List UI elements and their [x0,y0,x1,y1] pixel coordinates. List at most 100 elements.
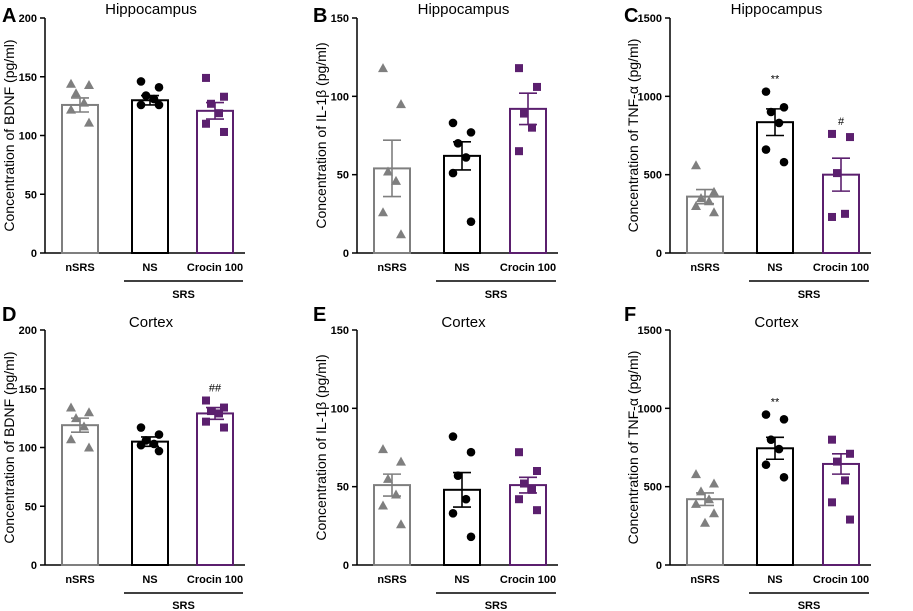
data-point-circle [466,447,476,457]
data-point-triangle [696,193,706,203]
data-point-square [828,435,836,444]
panel-title: Hippocampus [418,1,510,18]
data-point-triangle [383,473,393,483]
data-point-triangle [71,88,81,98]
y-tick-label: 200 [19,325,37,337]
data-point-triangle [396,519,406,529]
data-point-triangle [84,79,94,89]
y-tick-label: 100 [19,131,37,143]
y-tick-label: 1500 [638,325,662,337]
significance-mark: # [838,116,845,128]
data-point-square [828,498,836,507]
data-point-triangle [79,421,89,431]
data-point-circle [154,83,164,92]
data-point-triangle [691,498,701,508]
x-tick-label: NS [767,574,782,586]
panel-letter: F [624,304,636,326]
bar-nsrs [61,103,99,254]
data-point-square [520,109,528,118]
data-point-circle [766,107,776,117]
data-point-circle [466,128,476,137]
data-point-triangle [71,413,81,423]
data-point-circle [149,94,159,104]
panel-letter: E [313,304,326,326]
data-point-circle [448,509,458,518]
y-tick-label: 500 [644,170,662,182]
data-point-square [515,147,523,156]
data-point-circle [461,153,471,162]
data-point-triangle [66,78,76,88]
x-tick-label: nSRS [65,574,94,586]
data-point-triangle [84,407,94,417]
data-point-circle [761,410,771,419]
data-point-circle [466,217,476,226]
data-point-square [220,423,228,432]
data-point-square [828,212,836,221]
data-point-circle [461,494,471,504]
x-tick-label: NS [142,262,157,274]
data-point-square [220,403,228,412]
srs-group-label: SRS [798,289,821,301]
data-point-triangle [378,63,388,73]
panel-title: Hippocampus [105,1,197,18]
bar-ns [756,121,794,254]
panel-d: D Cortex Concentration of BDNF (pg/ml) 0 50 1… [1,304,245,611]
x-tick-label: Crocin 100 [813,574,869,586]
y-tick-label: 200 [19,13,37,25]
y-tick-label: 50 [337,482,349,494]
data-point-circle [136,423,146,432]
y-axis-label: Concentration of BDNF (pg/ml) [1,351,17,543]
y-tick-label: 50 [25,189,37,201]
x-tick-label: Crocin 100 [813,262,869,274]
bar-crocin-100 [196,412,234,566]
srs-group-label: SRS [172,289,195,301]
data-point-triangle [696,486,706,496]
bar-ns [131,99,169,254]
y-axis-label: Concentration of TNF-α (pg/ml) [625,39,641,233]
data-point-circle [136,100,146,110]
data-point-square [220,92,228,101]
significance-mark: ** [771,74,780,86]
data-point-circle [448,168,458,178]
x-tick-label: NS [767,262,782,274]
data-point-circle [136,440,146,450]
y-tick-label: 1000 [638,403,662,415]
y-tick-label: 50 [25,501,37,513]
data-point-triangle [396,456,406,466]
x-tick-label: nSRS [690,574,719,586]
data-point-circle [774,118,784,128]
y-tick-label: 50 [337,170,349,182]
y-tick-label: 1000 [638,91,662,103]
panel-letter: C [624,5,638,27]
y-tick-label: 0 [343,248,349,260]
data-point-triangle [383,166,393,176]
panel-title: Cortex [129,314,174,331]
panel-title: Cortex [754,314,799,331]
data-point-triangle [79,97,89,107]
data-point-triangle [709,478,719,488]
data-point-circle [779,103,789,112]
y-tick-label: 100 [19,443,37,455]
data-point-circle [154,430,164,439]
data-point-triangle [691,469,701,479]
data-point-square [202,396,210,405]
srs-group-label: SRS [798,600,821,611]
data-point-triangle [691,160,701,170]
data-point-triangle [396,99,406,109]
data-point-circle [761,87,771,96]
data-point-circle [761,145,771,154]
data-point-square [833,169,841,178]
y-tick-label: 150 [19,72,37,84]
data-point-square [528,485,536,494]
data-point-circle [448,118,458,128]
data-point-triangle [691,201,701,210]
bar-ns [131,440,169,566]
data-point-square [846,515,854,524]
y-tick-label: 100 [331,91,349,103]
data-point-triangle [700,517,710,527]
data-point-square [846,133,854,142]
data-point-circle [453,139,463,148]
data-point-triangle [378,207,388,217]
panel-letter: D [2,304,16,326]
